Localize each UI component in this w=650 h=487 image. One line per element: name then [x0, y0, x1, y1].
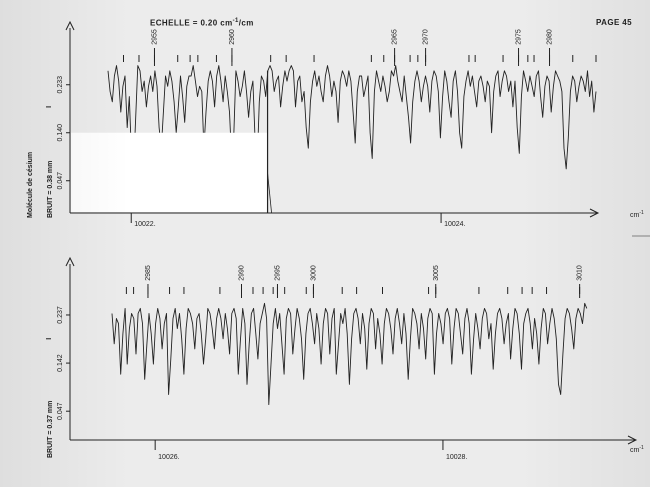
panel-top-blank-region — [71, 132, 268, 212]
panel-bottom-y-tick-label-1: 0.142 — [57, 354, 64, 372]
panel-top-line-number-2: 2965 — [392, 29, 399, 45]
panel-top-y-tick-label-2: 0.233 — [57, 76, 64, 94]
panel-bottom-spectrum-trace — [111, 302, 588, 406]
panel-top-spectrum-trace — [107, 65, 597, 170]
panel-top-x-tick-label-0: 10022. — [134, 221, 155, 228]
panel-top-x-tick-label-1: 10024. — [444, 221, 465, 228]
panel-bottom-y-tick-label-2: 0.237 — [57, 306, 64, 324]
panel-bottom-y-arrow — [65, 256, 75, 267]
panel-top-line-number-5: 2980 — [547, 29, 554, 45]
panel-top-x-arrow — [589, 208, 600, 218]
panel-top-y-tick-label-0: 0.047 — [57, 172, 64, 190]
panel-bottom-group: cm-1 0.047 0.142 0.237 I 10026. 10028. 2985 2990… — [46, 256, 644, 461]
panel-top-blank-edge-slant — [267, 172, 272, 214]
panel-bottom-x-unit: cm-1 — [630, 445, 644, 454]
panel-bottom-line-number-3: 3000 — [310, 265, 317, 281]
scale-label: ECHELLE = 0.20 cm-1/cm — [150, 18, 254, 28]
panel-bottom-x-tick-label-0: 10026. — [158, 454, 179, 461]
panel-top-x-unit: cm-1 — [630, 210, 644, 219]
panel-top-line-number-1: 2960 — [229, 29, 236, 45]
panel-top-line-number-3: 2970 — [423, 29, 430, 45]
panel-bottom-line-number-5: 3010 — [577, 265, 584, 281]
panel-top-line-number-0: 2955 — [151, 29, 158, 45]
panel-bottom-line-number-1: 2990 — [239, 265, 246, 281]
panel-bottom-line-number-4: 3005 — [433, 265, 440, 281]
panel-top-y-label: I — [46, 106, 53, 108]
panel-bottom-x-arrow — [627, 435, 638, 445]
panel-top-y-arrow — [65, 20, 75, 31]
panel-top-y-tick-label-1: 0.140 — [57, 124, 64, 142]
page-number: PAGE 45 — [596, 18, 632, 27]
panel-bottom-y-tick-label-0: 0.047 — [57, 402, 64, 420]
panel-bottom-line-number-2: 2995 — [274, 265, 281, 281]
panel-bottom-x-tick-label-1: 10028. — [446, 454, 467, 461]
panel-top-group: cm-1 0.047 0.140 0.233 I 10022. 10024. 2955 2960… — [46, 20, 644, 228]
panel-bottom-line-number-0: 2985 — [145, 265, 152, 281]
panel-top-x-unit-sup: -1 — [639, 210, 644, 216]
panel-bottom-y-label: I — [46, 338, 53, 340]
panel-top-line-number-4: 2975 — [516, 29, 523, 45]
panel-bottom-x-unit-sup: -1 — [639, 445, 644, 451]
